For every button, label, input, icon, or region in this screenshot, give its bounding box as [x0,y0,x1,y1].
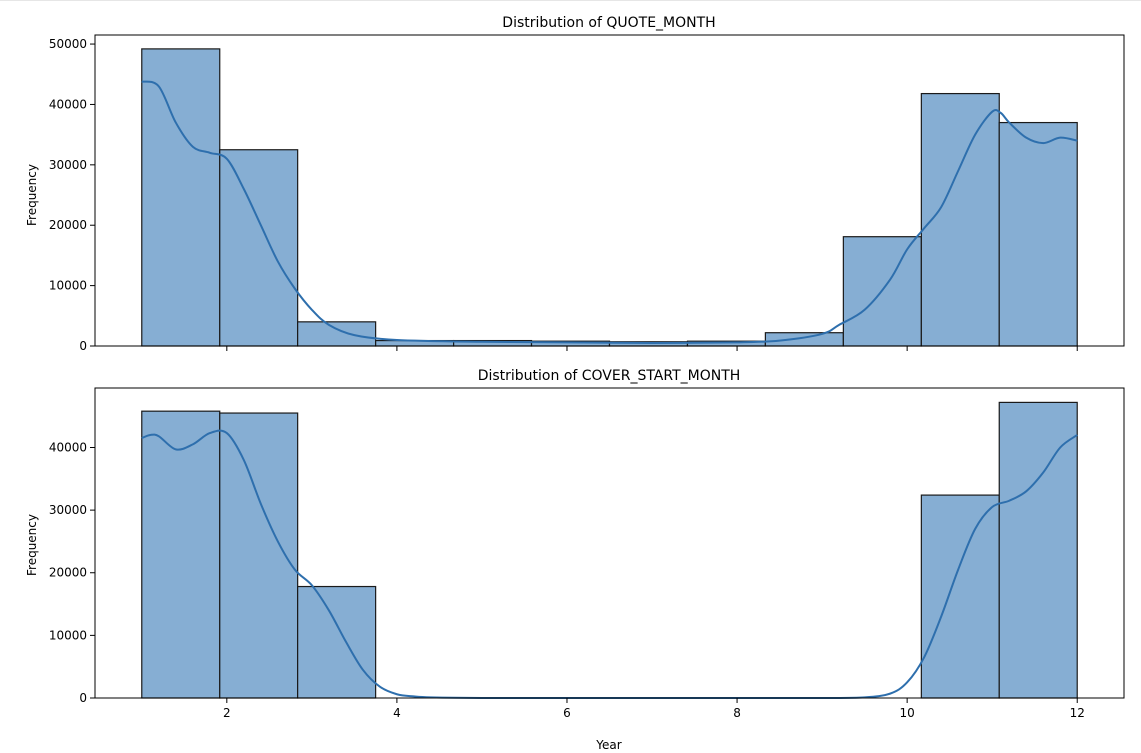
y-tick-label: 30000 [49,158,87,172]
x-tick-label: 2 [223,706,231,720]
histogram-bar [920,494,1000,699]
y-tick-label: 0 [79,339,87,353]
y-tick-label: 40000 [49,97,87,111]
histogram-bar [297,585,377,699]
axes-frame [94,34,1125,347]
y-tick-label: 40000 [49,440,87,454]
y-axis-label: Frequency [25,164,39,226]
histogram-bar [141,410,221,699]
y-tick-label: 10000 [49,279,87,293]
quote-month-panel: Distribution of QUOTE_MONTH Frequency 0 1… [25,15,1125,353]
y-tick-label: 0 [79,691,87,705]
x-tick-label: 8 [733,706,741,720]
x-axis-label: Year [595,738,621,752]
histogram-bar [764,332,844,347]
chart-title: Distribution of QUOTE_MONTH [502,15,715,31]
x-tick-label: 6 [563,706,571,720]
y-tick-label: 50000 [49,37,87,51]
histogram-bar [920,92,1000,347]
top-border [0,0,1141,1]
kde-line [141,80,1078,344]
histogram-bar [297,321,377,347]
x-tick-label: 4 [393,706,401,720]
axes-frame [94,387,1125,699]
y-tick-label: 10000 [49,628,87,642]
histogram-bar [141,48,221,347]
y-tick-label: 20000 [49,218,87,232]
histogram-bar [219,149,299,347]
cover-start-month-panel: Distribution of COVER_START_MONTH Freque… [25,368,1125,752]
y-tick-label: 20000 [49,566,87,580]
y-axis-label: Frequency [25,514,39,576]
histogram-bar [998,401,1078,699]
y-tick-label: 30000 [49,503,87,517]
histogram-bar [998,121,1078,347]
x-tick-label: 12 [1070,706,1085,720]
x-tick-label: 10 [900,706,915,720]
chart-title: Distribution of COVER_START_MONTH [478,368,741,384]
